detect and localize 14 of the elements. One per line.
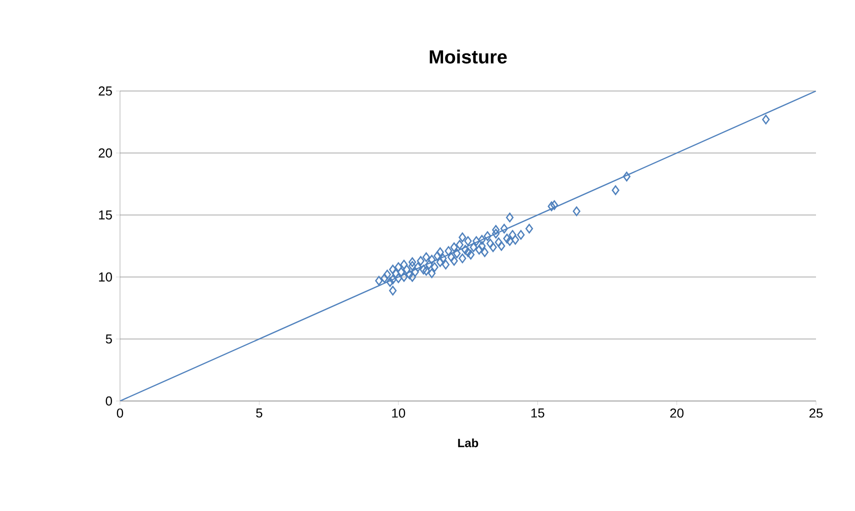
y-tick-label: 20 (98, 148, 112, 158)
y-tick-label: 15 (99, 210, 112, 220)
x-tick-label: 0 (116, 408, 124, 418)
x-tick-label: 20 (670, 408, 684, 418)
x-tick-label: 25 (809, 408, 823, 418)
y-tick-label: 0 (106, 396, 112, 406)
chart-title: Moisture (430, 50, 507, 64)
y-tick-label: 25 (98, 86, 112, 96)
x-axis-title: Lab (458, 438, 478, 448)
y-tick-label: 5 (106, 334, 112, 344)
x-tick-label: 10 (392, 408, 406, 418)
x-tick-label: 15 (531, 408, 544, 418)
x-tick-label: 5 (256, 408, 262, 418)
y-tick-label: 10 (99, 272, 112, 282)
